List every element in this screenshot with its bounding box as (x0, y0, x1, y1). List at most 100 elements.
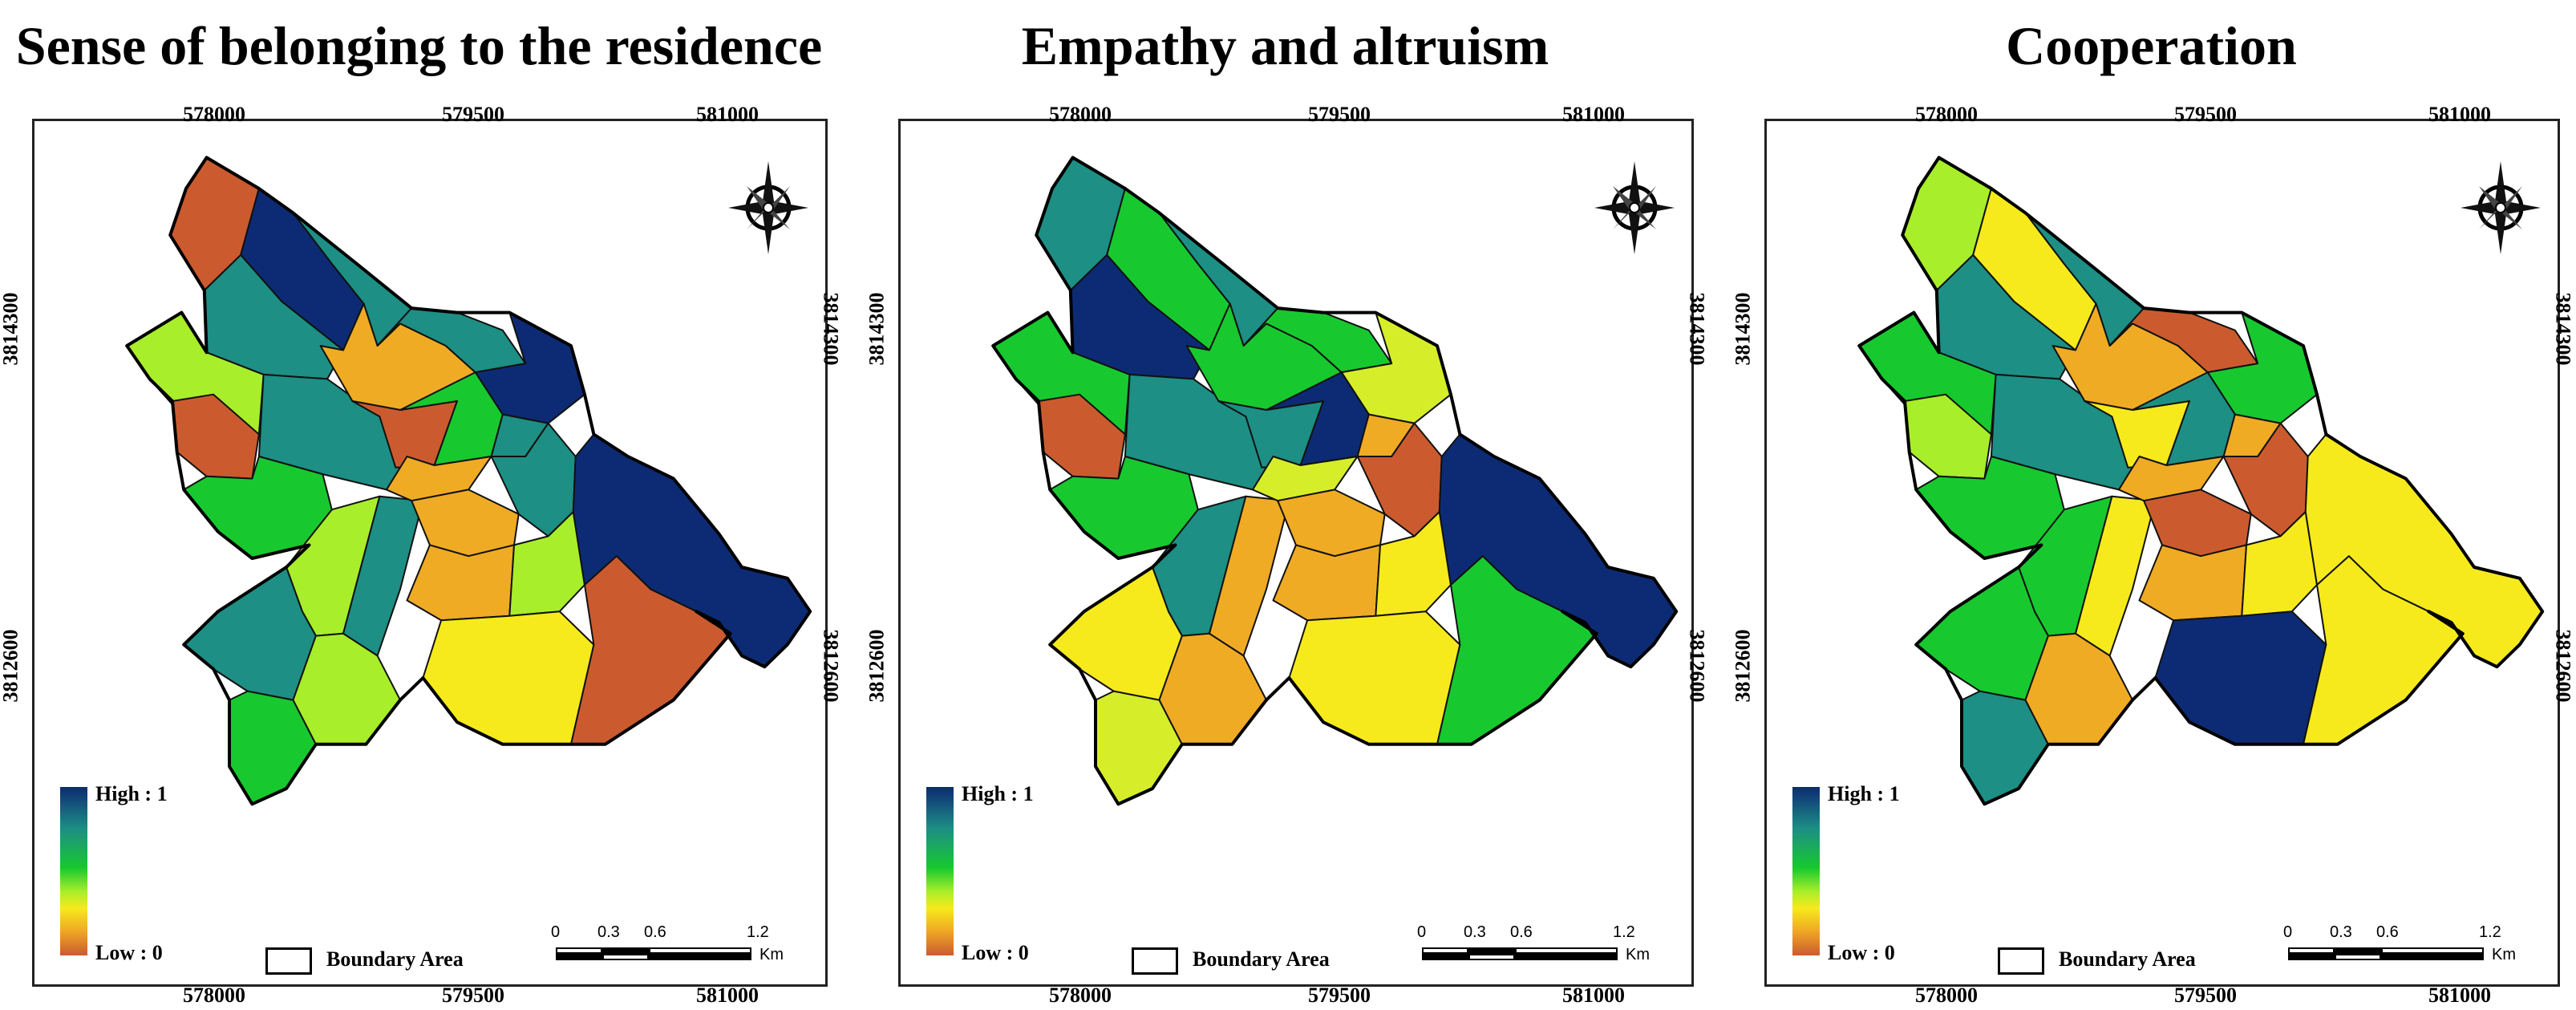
boundary-swatch (1998, 947, 2044, 975)
scale-segment (649, 947, 751, 954)
scale-segment (2288, 947, 2335, 954)
x-tick-bottom: 578000 (183, 984, 245, 1007)
panel-title: Sense of belonging to the residence (15, 15, 823, 76)
scale-segment (2381, 947, 2484, 954)
scale-tick-label: 1.2 (747, 923, 769, 941)
y-tick-left: 3814300 (865, 292, 889, 366)
district-polygon (2138, 544, 2247, 622)
district-polygon (2154, 610, 2327, 745)
scale-tick-label: 0.6 (1510, 923, 1533, 941)
legend-low-label: Low : 0 (1828, 941, 1895, 964)
x-tick-top: 579500 (2174, 103, 2237, 126)
x-tick-top: 581000 (696, 103, 759, 126)
panel-title: Empathy and altruism (1021, 15, 1549, 76)
map-panel-1: Sense of belonging to the residence High… (0, 0, 843, 1010)
scale-tick-label: 0.6 (2376, 923, 2399, 941)
study-area-outline (991, 156, 1679, 806)
panel-title: Cooperation (2006, 15, 2297, 76)
x-tick-bottom: 578000 (1049, 984, 1112, 1007)
legend-high-label: High : 1 (95, 782, 168, 805)
x-tick-top: 581000 (1562, 103, 1625, 126)
map-panel-2: Empathy and altruism High : 1 Low : 0 Bo… (865, 0, 1709, 1010)
district-polygon (1288, 610, 1461, 745)
map-panel-3: Cooperation High : 1 Low : 0 Boundary Ar… (1731, 0, 2575, 1010)
scale-segment (2381, 954, 2484, 960)
scale-segment (1422, 954, 1468, 960)
x-tick-top: 578000 (183, 103, 245, 126)
x-tick-top: 581000 (2428, 103, 2491, 126)
boundary-swatch (265, 947, 312, 975)
scale-tick-label: 0 (551, 923, 561, 941)
color-ramp-legend (60, 787, 87, 955)
scale-tick-label: 0 (2283, 923, 2293, 941)
scale-bar: 0 0.3 0.6 1.2 Km (551, 923, 796, 963)
y-tick-right: 3812600 (2551, 629, 2575, 703)
scale-segment (2335, 954, 2381, 960)
scale-bar: 0 0.3 0.6 1.2 Km (1417, 923, 1663, 963)
district-polygon (2143, 489, 2252, 558)
y-tick-left: 3812600 (1731, 629, 1755, 703)
scale-tick-label: 0 (1417, 923, 1427, 941)
map-frame: High : 1 Low : 0 Boundary Area 0 0.3 0.6 1.… (1764, 119, 2560, 987)
compass-rose-icon (1590, 153, 1679, 258)
x-tick-top: 579500 (442, 103, 504, 126)
x-tick-bottom: 579500 (442, 984, 504, 1007)
scale-segment (556, 947, 602, 954)
y-tick-right: 3814300 (819, 292, 843, 366)
y-tick-right: 3812600 (1685, 629, 1709, 703)
scale-segment (556, 954, 602, 960)
scale-segment (1515, 954, 1618, 960)
x-tick-top: 579500 (1308, 103, 1371, 126)
compass-rose-icon (724, 153, 812, 258)
legend-high-label: High : 1 (962, 782, 1034, 805)
scale-segment (1422, 947, 1468, 954)
y-tick-left: 3812600 (0, 629, 22, 703)
district-polygon (406, 544, 515, 622)
scale-unit-label: Km (1626, 946, 1650, 963)
legend-low-label: Low : 0 (95, 941, 163, 964)
study-area-outline (125, 156, 812, 806)
compass-rose-icon (2457, 153, 2545, 258)
study-area-outline (1857, 156, 2545, 806)
legend-high-label: High : 1 (1828, 782, 1900, 805)
x-tick-bottom: 579500 (1308, 984, 1371, 1007)
x-tick-bottom: 581000 (1562, 984, 1625, 1007)
scale-segment (649, 954, 751, 960)
legend-low-label: Low : 0 (962, 941, 1029, 964)
scale-segment (2335, 947, 2381, 954)
x-tick-top: 578000 (1915, 103, 1978, 126)
scale-tick-label: 0.6 (644, 923, 666, 941)
scale-tick-label: 0.3 (1464, 923, 1486, 941)
boundary-swatch (1132, 947, 1178, 975)
district-polygon (1277, 489, 1386, 558)
district-polygon (411, 489, 520, 558)
scale-tick-label: 1.2 (1613, 923, 1635, 941)
scale-segment (1468, 947, 1515, 954)
x-tick-top: 578000 (1049, 103, 1112, 126)
scale-segment (1468, 954, 1515, 960)
district-polygon (422, 610, 595, 745)
y-tick-right: 3814300 (1685, 292, 1709, 366)
scale-segment (602, 954, 649, 960)
boundary-label: Boundary Area (1193, 947, 1330, 971)
map-frame: High : 1 Low : 0 Boundary Area 0 0.3 0.6 1.… (898, 119, 1694, 987)
district-map (125, 156, 812, 806)
x-tick-bottom: 581000 (696, 984, 759, 1007)
boundary-label: Boundary Area (2059, 947, 2196, 971)
district-map (1857, 156, 2545, 806)
scale-tick-label: 1.2 (2479, 923, 2501, 941)
x-tick-bottom: 579500 (2174, 984, 2237, 1007)
y-tick-left: 3814300 (1731, 292, 1755, 366)
y-tick-left: 3812600 (865, 629, 889, 703)
y-tick-right: 3814300 (2551, 292, 2575, 366)
y-tick-left: 3814300 (0, 292, 22, 366)
district-polygon (1272, 544, 1381, 622)
scale-bar: 0 0.3 0.6 1.2 Km (2283, 923, 2529, 963)
map-frame: High : 1 Low : 0 Boundary Area 0 0.3 0.6 1.… (32, 119, 828, 987)
scale-unit-label: Km (759, 946, 784, 963)
scale-tick-label: 0.3 (597, 923, 620, 941)
scale-unit-label: Km (2492, 946, 2516, 963)
color-ramp-legend (926, 787, 954, 955)
scale-segment (2288, 954, 2335, 960)
district-map (991, 156, 1679, 806)
